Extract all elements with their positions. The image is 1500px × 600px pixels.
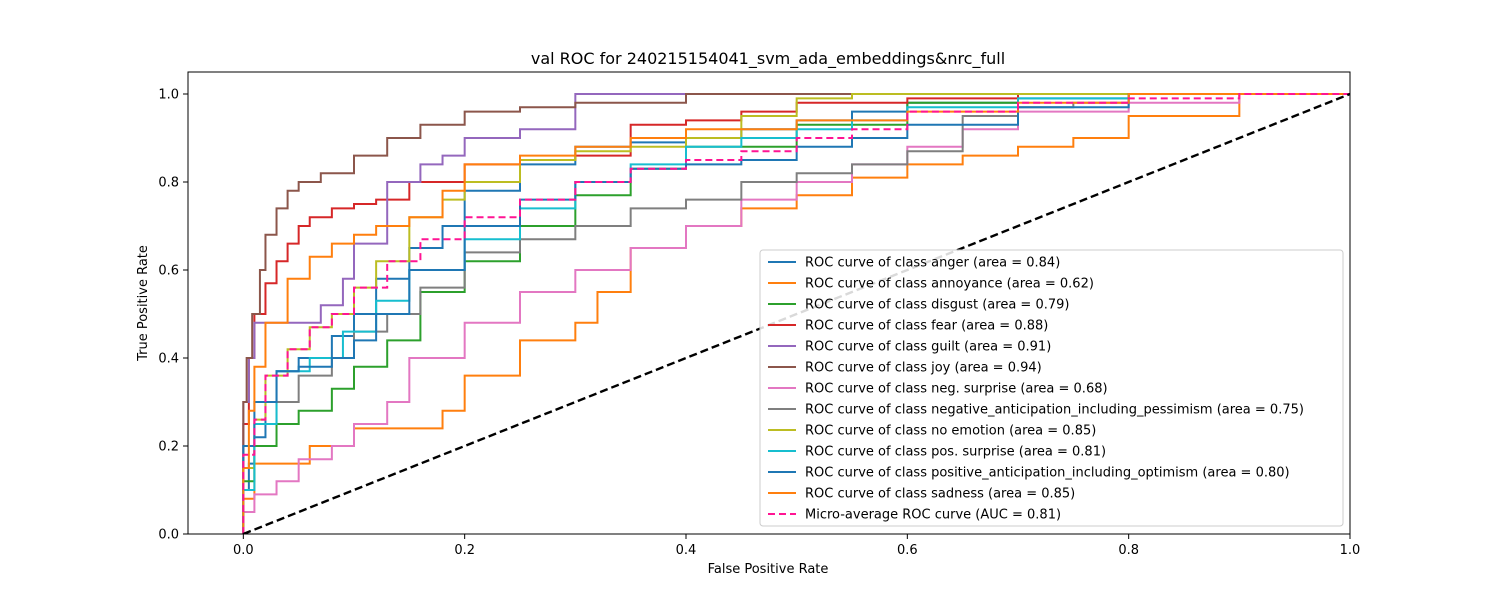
- y-tick-label: 0.0: [158, 528, 179, 543]
- y-axis-ticks: 0.0 0.2 0.4 0.6 0.8 1.0: [158, 88, 188, 543]
- y-tick-label: 0.8: [158, 176, 179, 191]
- legend-entry: ROC curve of class positive_anticipation…: [805, 466, 1290, 481]
- legend-entry: ROC curve of class no emotion (area = 0.…: [805, 424, 1096, 439]
- legend-entry: ROC curve of class pos. surprise (area =…: [805, 445, 1106, 460]
- roc-series-line-11: [242, 93, 1350, 534]
- legend-entry: Micro-average ROC curve (AUC = 0.81): [805, 508, 1061, 523]
- legend-entry: ROC curve of class guilt (area = 0.91): [805, 340, 1051, 355]
- y-tick-label: 0.4: [158, 352, 179, 367]
- legend-entry: ROC curve of class fear (area = 0.88): [805, 319, 1048, 334]
- legend-entry: ROC curve of class disgust (area = 0.79): [805, 298, 1069, 313]
- roc-series-line-3: [242, 93, 1350, 534]
- y-tick-label: 1.0: [158, 88, 179, 103]
- x-tick-label: 0.4: [676, 543, 697, 558]
- legend-entry: ROC curve of class annoyance (area = 0.6…: [805, 277, 1094, 292]
- series-layer: [242, 92, 1350, 534]
- legend-entry: ROC curve of class neg. surprise (area =…: [805, 382, 1108, 397]
- x-axis-ticks: 0.0 0.2 0.4 0.6 0.8 1.0: [233, 534, 1360, 558]
- x-tick-label: 0.8: [1118, 543, 1139, 558]
- roc-series-line-7: [242, 93, 1350, 534]
- y-axis-label: True Positive Rate: [136, 245, 151, 362]
- y-tick-label: 0.6: [158, 264, 179, 279]
- legend-entry: ROC curve of class joy (area = 0.94): [805, 361, 1042, 376]
- axes-border: [187, 71, 1351, 535]
- x-axis-label: False Positive Rate: [708, 562, 829, 577]
- y-tick-label: 0.2: [158, 440, 179, 455]
- roc-series-line-12: [242, 93, 1350, 534]
- legend-entry: ROC curve of class negative_anticipation…: [805, 403, 1304, 418]
- x-tick-label: 1.0: [1340, 543, 1361, 558]
- legend: ROC curve of class anger (area = 0.84) RO…: [759, 249, 1344, 527]
- x-tick-label: 0.6: [897, 543, 918, 558]
- roc-series-line-4: [242, 93, 1350, 534]
- legend-items: ROC curve of class anger (area = 0.84) RO…: [768, 256, 1304, 523]
- x-tick-label: 0.2: [454, 543, 475, 558]
- legend-box: [759, 249, 1344, 527]
- legend-entry: ROC curve of class anger (area = 0.84): [805, 256, 1060, 271]
- chart-title: val ROC for 240215154041_svm_ada_embeddi…: [531, 49, 1005, 69]
- x-tick-label: 0.0: [233, 543, 254, 558]
- roc-series-line-5: [242, 93, 1350, 534]
- legend-entry: ROC curve of class sadness (area = 0.85): [805, 487, 1075, 502]
